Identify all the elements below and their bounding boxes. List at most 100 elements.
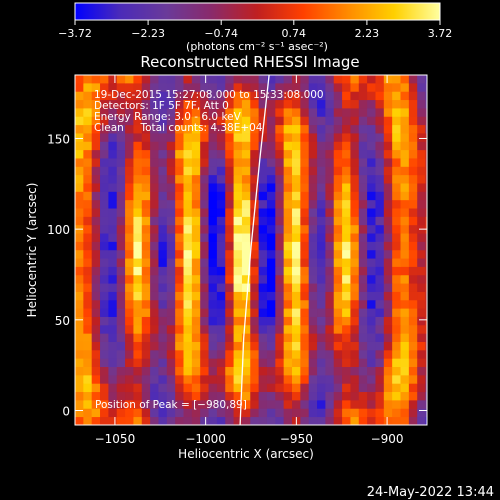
heatmap-cell (417, 82, 426, 92)
heatmap-cell (425, 158, 427, 167)
heatmap-cell (200, 349, 209, 359)
heatmap-cell (358, 358, 368, 367)
heatmap-cell (175, 291, 184, 301)
heatmap-cell (225, 224, 234, 234)
heatmap-cell (225, 391, 234, 401)
heatmap-cell (292, 333, 301, 342)
heatmap-cell (325, 374, 335, 384)
heatmap-cell (166, 108, 176, 117)
heatmap-cell (333, 158, 343, 167)
heatmap-cell (166, 366, 176, 376)
heatmap-cell (116, 82, 126, 92)
heatmap-cell (83, 158, 93, 167)
heatmap-cell (358, 233, 368, 242)
heatmap-cell (325, 341, 335, 351)
y-tick-label: 0 (62, 404, 70, 418)
info-annotations: 19-Dec-2015 15:27:08.000 to 15:33:08.000… (94, 89, 324, 134)
heatmap-cell (125, 241, 134, 251)
heatmap-cell (133, 291, 143, 301)
heatmap-cell (241, 233, 251, 242)
heatmap-cell (158, 208, 168, 217)
heatmap-cell (233, 82, 243, 92)
heatmap-cell (158, 174, 168, 184)
heatmap-cell (116, 149, 126, 159)
heatmap-cell (308, 383, 318, 393)
heatmap-cell (216, 75, 226, 84)
heatmap-cell (325, 124, 335, 134)
heatmap-cell (283, 208, 293, 217)
heatmap-cell (133, 133, 143, 142)
heatmap-cell (91, 341, 101, 351)
heatmap-cell (275, 91, 285, 101)
heatmap-cell (108, 241, 118, 251)
colorbar-tick-label: −0.74 (204, 27, 238, 40)
heatmap-cell (241, 183, 251, 192)
heatmap-cell (408, 333, 418, 342)
heatmap-cell (425, 108, 427, 117)
heatmap-cell (300, 241, 310, 251)
heatmap-cell (108, 99, 118, 109)
heatmap-cell (383, 391, 393, 401)
heatmap-cell (125, 108, 134, 117)
heatmap-cell (200, 383, 209, 393)
heatmap-cell (275, 141, 285, 151)
heatmap-cell (225, 374, 234, 384)
heatmap-cell (133, 399, 143, 409)
heatmap-cell (166, 249, 176, 259)
heatmap-cell (200, 391, 209, 401)
heatmap-cell (283, 324, 293, 334)
heatmap-cell (350, 166, 360, 176)
heatmap-cell (116, 208, 126, 217)
heatmap-cell (367, 199, 376, 209)
heatmap-cell (233, 408, 243, 418)
heatmap-cell (125, 324, 134, 334)
heatmap-cell (266, 316, 276, 326)
heatmap-cell (425, 116, 427, 126)
heatmap-cell (367, 266, 376, 276)
heatmap-cell (108, 316, 118, 326)
heatmap-cell (133, 349, 143, 359)
heatmap-cell (333, 258, 343, 267)
heatmap-cell (216, 266, 226, 276)
heatmap-cell (350, 291, 360, 301)
heatmap-cell (150, 308, 159, 317)
colorbar-tick-label: 0.74 (282, 27, 307, 40)
heatmap-cell (208, 324, 218, 334)
heatmap-cell (150, 199, 159, 209)
heatmap-cell (358, 82, 368, 92)
heatmap-cell (325, 249, 335, 259)
heatmap-cell (325, 283, 335, 292)
heatmap-cell (91, 249, 101, 259)
heatmap-cell (191, 366, 201, 376)
heatmap-cell (125, 224, 134, 234)
heatmap-cell (333, 316, 343, 326)
heatmap-cell (417, 174, 426, 184)
heatmap-cell (200, 324, 209, 334)
heatmap-cell (358, 208, 368, 217)
heatmap-cell (141, 283, 151, 292)
heatmap-cell (183, 116, 193, 126)
heatmap-cell (283, 91, 293, 101)
heatmap-cell (216, 274, 226, 284)
heatmap-cell (317, 391, 326, 401)
heatmap-cell (408, 324, 418, 334)
heatmap-cell (375, 199, 385, 209)
heatmap-cell (375, 174, 385, 184)
heatmap-cell (333, 208, 343, 217)
heatmap-cell (183, 183, 193, 192)
heatmap-cell (191, 349, 201, 359)
annotation-time-range: 19-Dec-2015 15:27:08.000 to 15:33:08.000 (94, 89, 324, 101)
heatmap-cell (258, 166, 268, 176)
heatmap-cell (200, 116, 209, 126)
heatmap-cell (308, 408, 318, 418)
heatmap-cell (216, 133, 226, 142)
heatmap-cell (150, 358, 159, 367)
heatmap-cell (91, 258, 101, 267)
heatmap-cell (158, 383, 168, 393)
heatmap-cell (108, 274, 118, 284)
heatmap-cell (141, 258, 151, 267)
heatmap-cell (292, 116, 301, 126)
heatmap-cell (417, 349, 426, 359)
heatmap-cell (425, 75, 427, 84)
heatmap-cell (125, 91, 134, 101)
